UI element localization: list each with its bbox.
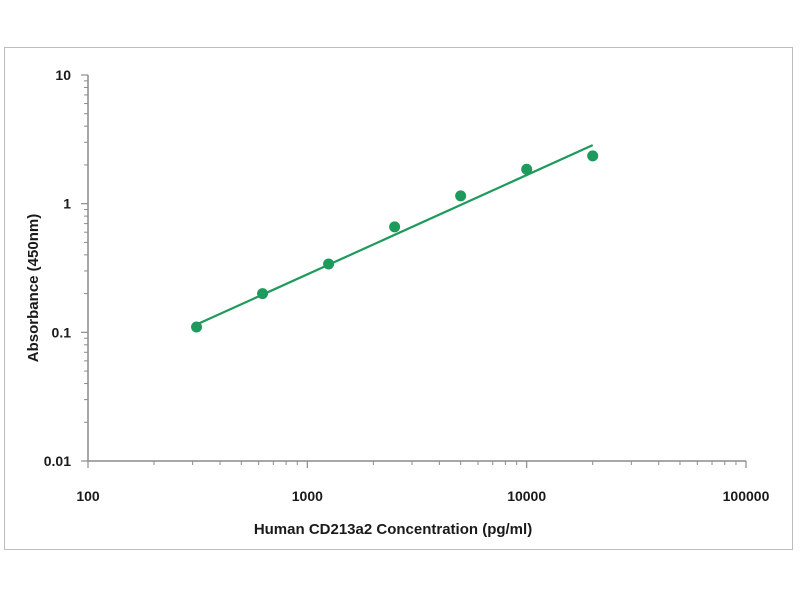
y-axis-title: Absorbance (450nm) <box>25 214 42 362</box>
x-tick-label: 1000 <box>292 488 323 504</box>
y-tick-label: 1 <box>63 196 71 212</box>
data-point <box>521 163 533 175</box>
data-point <box>191 321 203 333</box>
y-tick-label: 0.1 <box>52 324 72 340</box>
ticks <box>81 74 747 468</box>
data-point <box>389 221 401 233</box>
x-axis-title: Human CD213a2 Concentration (pg/ml) <box>254 521 532 538</box>
data-point <box>455 190 467 202</box>
fit-line <box>196 144 594 326</box>
x-tick-label: 10000 <box>507 488 546 504</box>
axes <box>87 75 746 462</box>
data-point <box>587 150 599 162</box>
x-tick-label: 100000 <box>723 488 770 504</box>
series-layer <box>191 144 599 333</box>
y-tick-label: 0.01 <box>44 453 71 469</box>
chart-frame <box>4 47 793 550</box>
x-tick-label: 100 <box>76 488 100 504</box>
y-tick-label: 10 <box>55 67 71 83</box>
tick-labels: 100 1000 10000 100000 0.01 0.1 1 10 <box>44 67 770 504</box>
data-point <box>323 258 335 270</box>
data-point <box>257 288 269 300</box>
